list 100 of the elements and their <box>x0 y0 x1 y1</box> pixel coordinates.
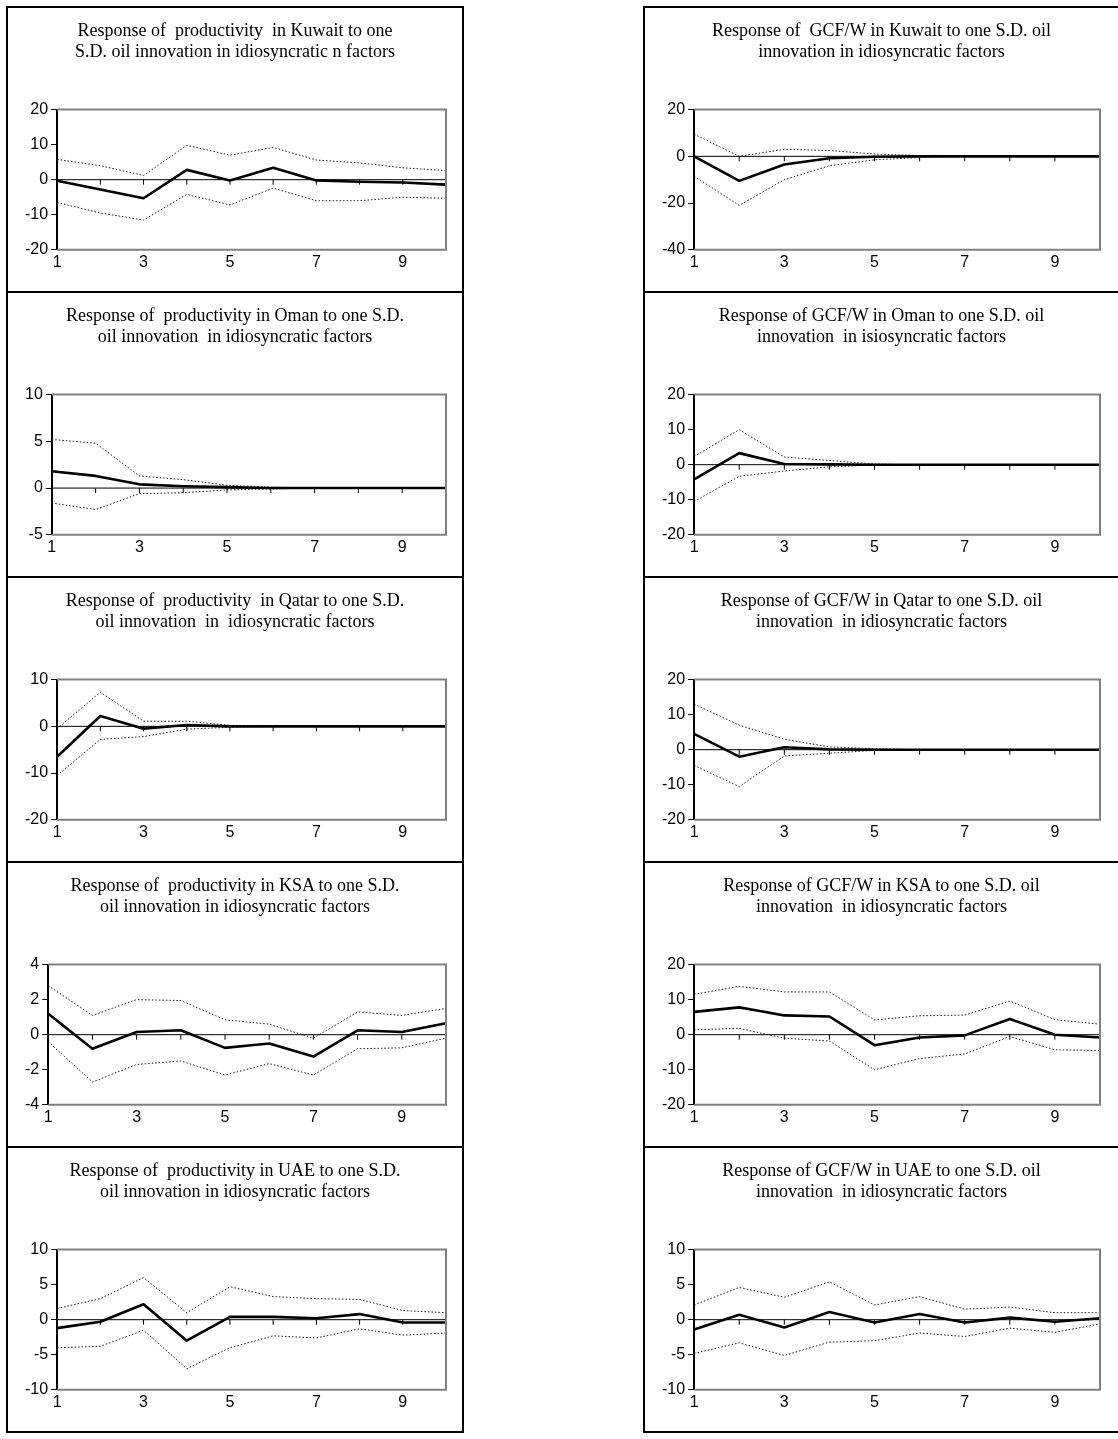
x-tick-label: 3 <box>779 1107 789 1125</box>
x-tick-label: 1 <box>52 1392 62 1410</box>
y-tick-label: 20 <box>667 955 686 973</box>
y-tick-label: -40 <box>662 240 686 258</box>
y-tick-label: 10 <box>30 1240 49 1258</box>
x-tick-label: 7 <box>960 1107 970 1125</box>
x-tick-label: 3 <box>139 252 149 270</box>
x-tick-label: 1 <box>47 537 57 555</box>
x-tick-label: 5 <box>222 537 232 555</box>
y-tick-label: -10 <box>662 1060 686 1078</box>
x-tick-label: 3 <box>779 252 789 270</box>
y-tick-label: 0 <box>39 1310 49 1328</box>
x-tick-label: 3 <box>779 537 789 555</box>
y-tick-label: 0 <box>39 170 49 188</box>
y-tick-label: 5 <box>39 1275 49 1293</box>
y-tick-label: -5 <box>33 1345 49 1363</box>
y-tick-label: 0 <box>676 146 686 164</box>
y-tick-label: 10 <box>667 705 686 723</box>
y-tick-label: -10 <box>662 1380 686 1398</box>
chart-title: Response of productivity in Oman to one S.D. oil innovation in idiosyncratic factors <box>65 305 405 347</box>
x-tick-label: 3 <box>779 822 789 840</box>
x-tick-label: 5 <box>220 1107 230 1125</box>
x-tick-label: 5 <box>225 252 235 270</box>
x-tick-label: 9 <box>1050 822 1060 840</box>
y-tick-label: -5 <box>28 525 43 543</box>
x-tick-label: 1 <box>689 537 699 555</box>
chart-title: Response of GCF/W in Kuwait to one S.D. oil innovation in idiosyncratic factors <box>710 20 1053 62</box>
y-tick-label: 20 <box>30 100 49 118</box>
chart-title: Response of productivity in KSA to one S.D. oil innovation in idiosyncratic factors <box>69 875 401 917</box>
x-tick-label: 1 <box>43 1107 53 1125</box>
y-tick-label: 2 <box>30 990 40 1008</box>
x-tick-label: 5 <box>870 822 880 840</box>
y-tick-label: 20 <box>667 385 686 403</box>
y-tick-label: 5 <box>676 1275 686 1293</box>
y-tick-label: 0 <box>676 1025 686 1043</box>
x-tick-label: 3 <box>134 537 144 555</box>
y-tick-label: -10 <box>25 763 49 781</box>
x-tick-label: 7 <box>960 252 970 270</box>
y-tick-label: -10 <box>662 775 686 793</box>
x-tick-label: 7 <box>960 537 970 555</box>
x-tick-label: 5 <box>225 1392 235 1410</box>
chart-title: Response of productivity in UAE to one S.D. oil innovation in idiosyncratic factors <box>68 1160 402 1202</box>
x-tick-label: 7 <box>310 537 320 555</box>
y-tick-label: -20 <box>662 1095 686 1113</box>
x-tick-label: 3 <box>779 1392 789 1410</box>
x-tick-label: 9 <box>1050 1392 1060 1410</box>
x-tick-label: 9 <box>397 537 407 555</box>
y-tick-label: -10 <box>25 205 49 223</box>
x-tick-label: 5 <box>870 537 880 555</box>
x-tick-label: 5 <box>870 1392 880 1410</box>
x-tick-label: 9 <box>397 1107 407 1125</box>
y-tick-label: -10 <box>25 1380 49 1398</box>
x-tick-label: 3 <box>139 822 149 840</box>
y-tick-label: 0 <box>676 1310 686 1328</box>
y-tick-label: 5 <box>33 431 43 449</box>
y-tick-label: 10 <box>667 1240 686 1258</box>
y-tick-label: 10 <box>30 670 49 688</box>
y-tick-label: -5 <box>670 1345 686 1363</box>
y-tick-label: 10 <box>30 135 49 153</box>
x-tick-label: 9 <box>398 252 408 270</box>
x-tick-label: 9 <box>1050 252 1060 270</box>
x-tick-label: 1 <box>52 252 62 270</box>
y-tick-label: 0 <box>33 478 43 496</box>
x-tick-label: 9 <box>1050 1107 1060 1125</box>
chart-title: Response of GCF/W in KSA to one S.D. oil innovation in idiosyncratic factors <box>722 875 1041 917</box>
y-tick-label: 0 <box>676 740 686 758</box>
y-tick-label: -4 <box>24 1095 40 1113</box>
chart-title: Response of productivity in Qatar to one S.D. oil innovation in idiosyncratic factors <box>64 590 406 632</box>
x-tick-label: 3 <box>139 1392 149 1410</box>
y-tick-label: -20 <box>662 193 686 211</box>
x-tick-label: 3 <box>132 1107 142 1125</box>
x-tick-label: 7 <box>311 252 321 270</box>
x-tick-label: 9 <box>398 1392 408 1410</box>
y-tick-label: -20 <box>662 525 686 543</box>
x-tick-label: 7 <box>311 822 321 840</box>
x-tick-label: 9 <box>1050 537 1060 555</box>
x-tick-label: 7 <box>960 1392 970 1410</box>
x-tick-label: 7 <box>960 822 970 840</box>
x-tick-label: 1 <box>52 822 62 840</box>
x-tick-label: 9 <box>398 822 408 840</box>
x-tick-label: 5 <box>870 1107 880 1125</box>
x-tick-label: 1 <box>689 1392 699 1410</box>
y-tick-label: -2 <box>24 1060 40 1078</box>
y-tick-label: 0 <box>39 716 49 734</box>
chart-title: Response of productivity in Kuwait to one S.D. oil innovation in idiosyncratic n factors <box>74 20 396 62</box>
x-tick-label: 1 <box>689 252 699 270</box>
chart-title: Response of GCF/W in Oman to one S.D. oil innovation in isiosyncratic factors <box>717 305 1046 347</box>
y-tick-label: 20 <box>667 100 686 118</box>
x-tick-label: 1 <box>689 1107 699 1125</box>
y-tick-label: 0 <box>676 455 686 473</box>
y-tick-label: 20 <box>667 670 686 688</box>
y-tick-label: -10 <box>662 490 686 508</box>
y-tick-label: 0 <box>30 1025 40 1043</box>
y-tick-label: -20 <box>25 240 49 258</box>
y-tick-label: 10 <box>25 385 43 403</box>
y-tick-label: 10 <box>667 990 686 1008</box>
chart-title: Response of GCF/W in Qatar to one S.D. oil innovation in idiosyncratic factors <box>719 590 1044 632</box>
x-tick-label: 7 <box>308 1107 318 1125</box>
x-tick-label: 5 <box>870 252 880 270</box>
x-tick-label: 7 <box>311 1392 321 1410</box>
